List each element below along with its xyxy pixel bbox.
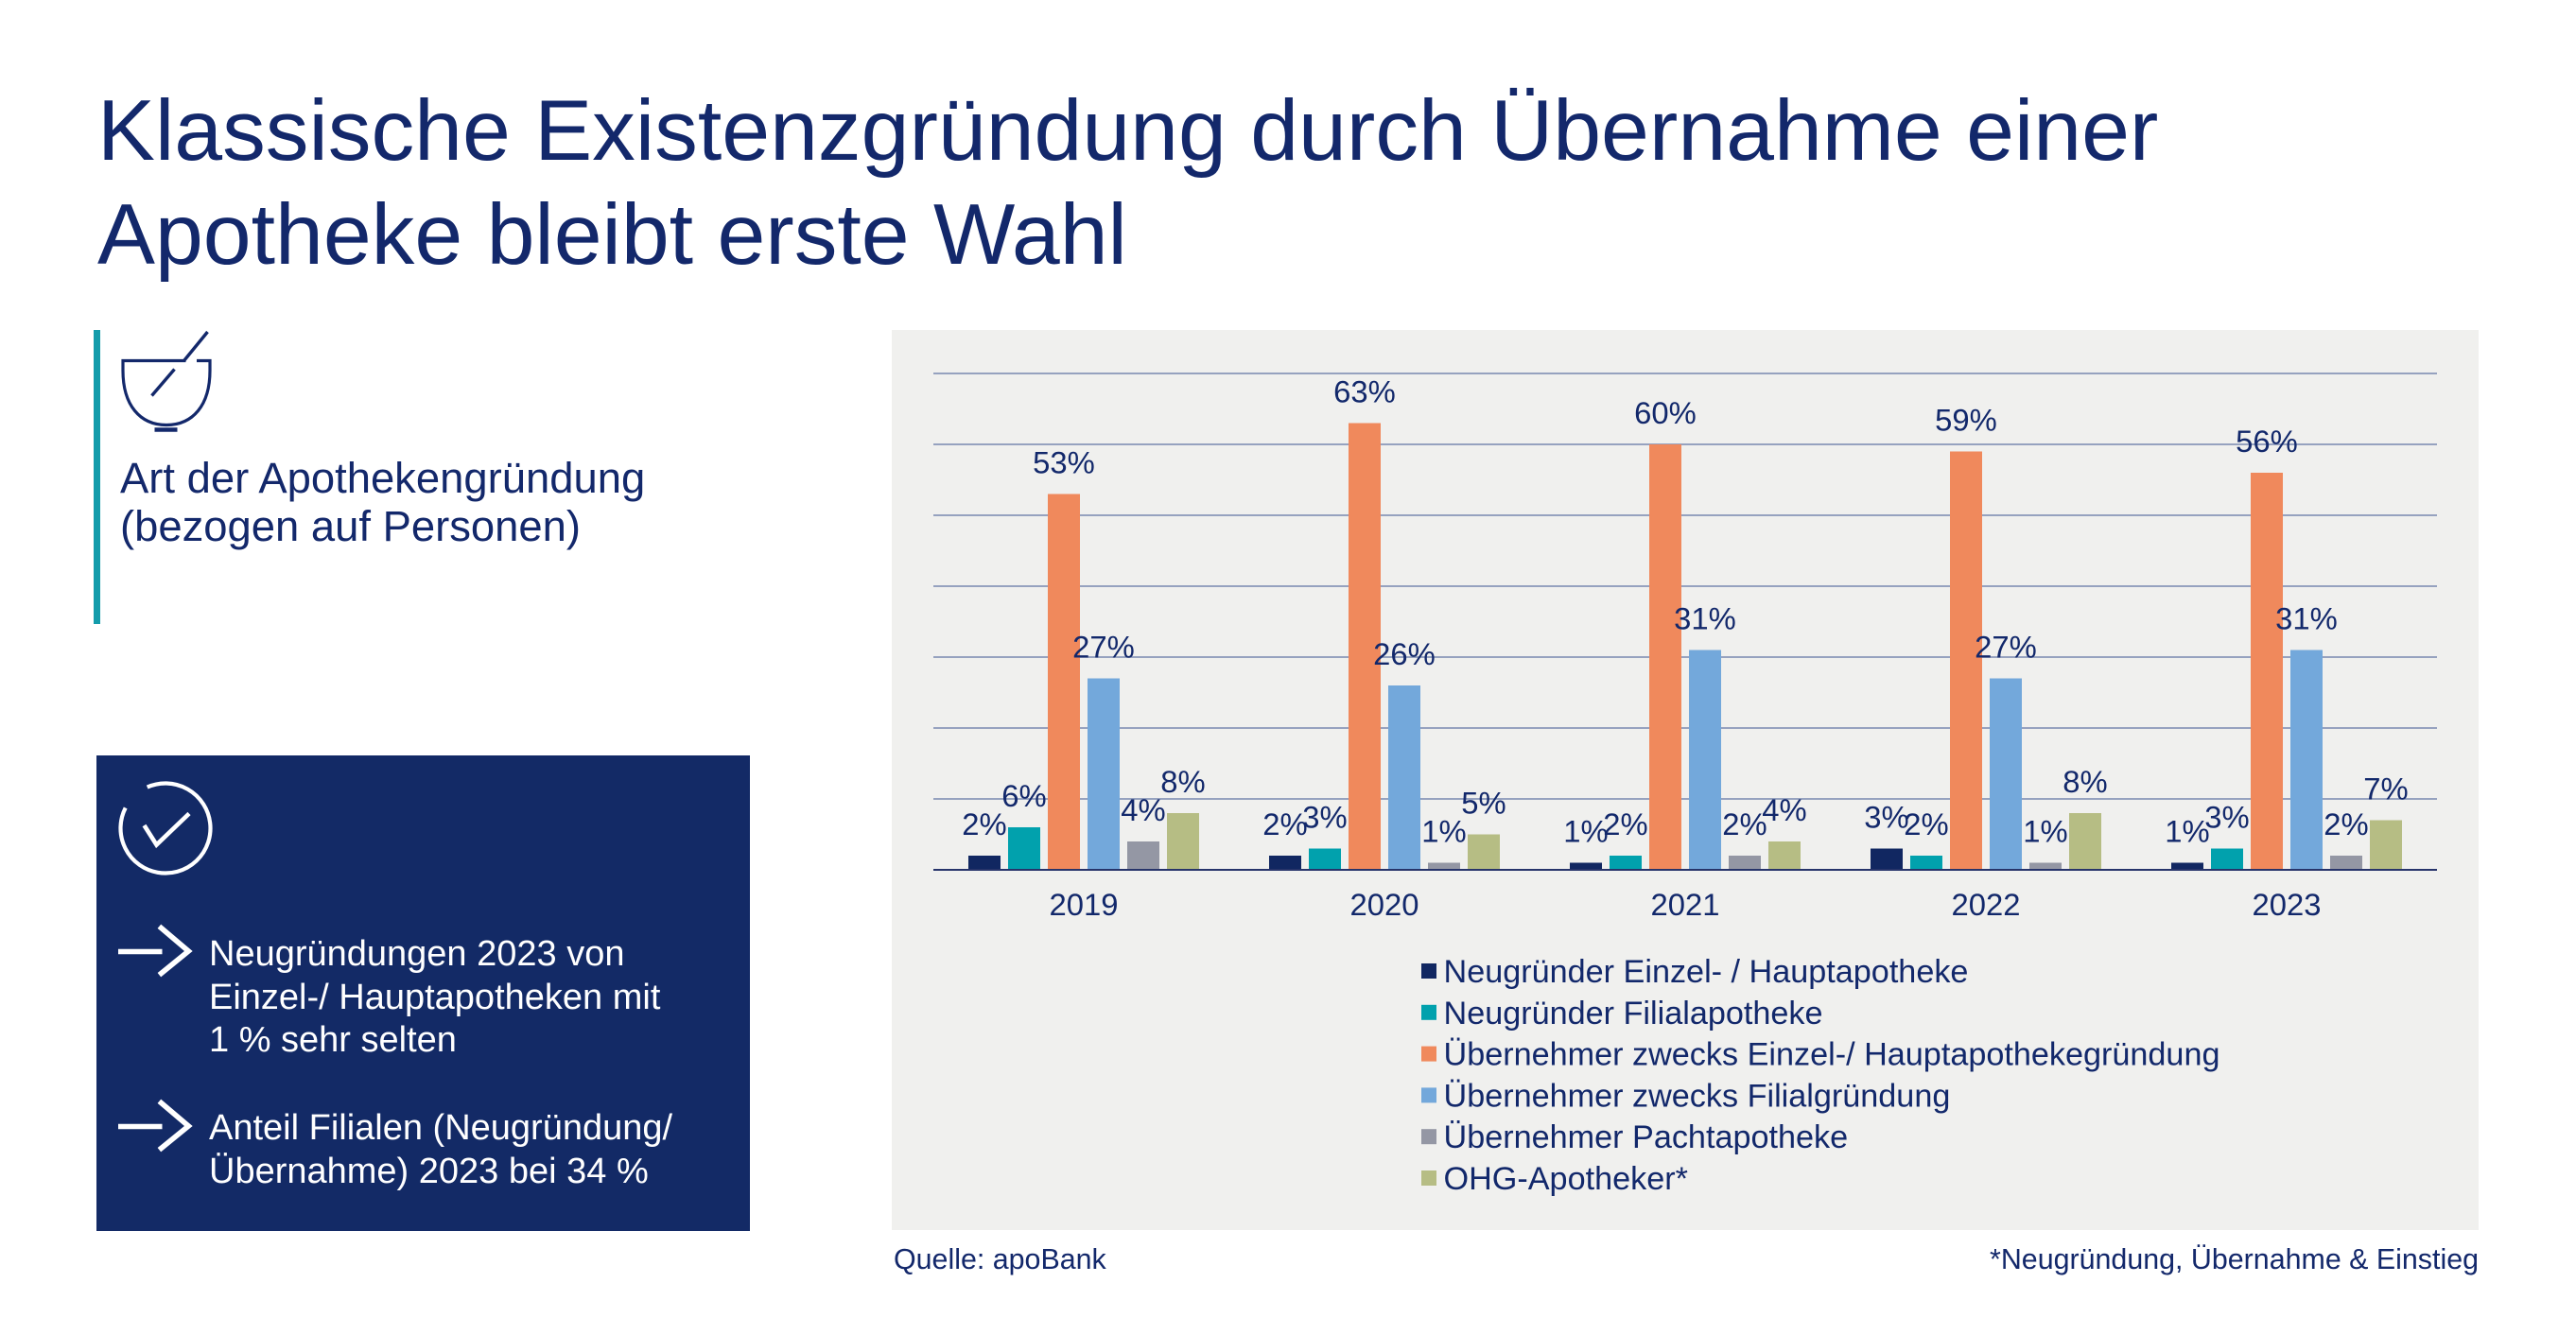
svg-text:8%: 8% — [1160, 764, 1205, 799]
svg-text:1%: 1% — [2165, 814, 2209, 849]
svg-text:2021: 2021 — [1651, 887, 1720, 922]
svg-text:Übernehmer zwecks Filialgründu: Übernehmer zwecks Filialgründung — [1444, 1078, 1951, 1114]
svg-text:4%: 4% — [1121, 792, 1165, 827]
svg-text:5%: 5% — [1461, 786, 1506, 821]
svg-text:2020: 2020 — [1350, 887, 1419, 922]
svg-text:3%: 3% — [1302, 800, 1347, 835]
svg-text:3%: 3% — [2204, 800, 2249, 835]
svg-text:2%: 2% — [962, 806, 1006, 841]
svg-text:1%: 1% — [1563, 814, 1608, 849]
svg-text:53%: 53% — [1033, 445, 1095, 480]
svg-text:OHG-Apotheker*: OHG-Apotheker* — [1444, 1161, 1688, 1197]
svg-text:2%: 2% — [2324, 806, 2368, 841]
svg-text:56%: 56% — [2236, 424, 2298, 459]
svg-text:31%: 31% — [2275, 601, 2338, 636]
svg-text:2023: 2023 — [2253, 887, 2322, 922]
svg-text:8%: 8% — [2063, 764, 2107, 799]
svg-text:Neugründer Filialapotheke: Neugründer Filialapotheke — [1444, 996, 1823, 1032]
svg-text:27%: 27% — [1975, 630, 2037, 665]
svg-text:7%: 7% — [2363, 772, 2408, 806]
svg-text:1%: 1% — [1421, 814, 1466, 849]
svg-text:Übernehmer zwecks Einzel-/ Hau: Übernehmer zwecks Einzel-/ Hauptapotheke… — [1444, 1037, 2220, 1073]
svg-text:26%: 26% — [1373, 636, 1436, 671]
svg-text:63%: 63% — [1333, 374, 1396, 409]
svg-text:Neugründer Einzel- / Hauptapot: Neugründer Einzel- / Hauptapotheke — [1444, 954, 1969, 990]
svg-text:1%: 1% — [2023, 814, 2067, 849]
svg-text:27%: 27% — [1072, 630, 1135, 665]
svg-text:Übernehmer Pachtapotheke: Übernehmer Pachtapotheke — [1444, 1119, 1849, 1155]
svg-text:2019: 2019 — [1050, 887, 1119, 922]
svg-text:4%: 4% — [1762, 792, 1806, 827]
svg-text:59%: 59% — [1935, 403, 1997, 438]
svg-text:2%: 2% — [1904, 806, 1948, 841]
svg-text:2%: 2% — [1603, 806, 1647, 841]
svg-text:2%: 2% — [1262, 806, 1307, 841]
svg-text:6%: 6% — [1001, 778, 1046, 813]
svg-text:31%: 31% — [1674, 601, 1736, 636]
svg-text:2022: 2022 — [1952, 887, 2021, 922]
svg-text:3%: 3% — [1864, 800, 1908, 835]
svg-text:60%: 60% — [1634, 395, 1697, 430]
svg-text:2%: 2% — [1722, 806, 1767, 841]
